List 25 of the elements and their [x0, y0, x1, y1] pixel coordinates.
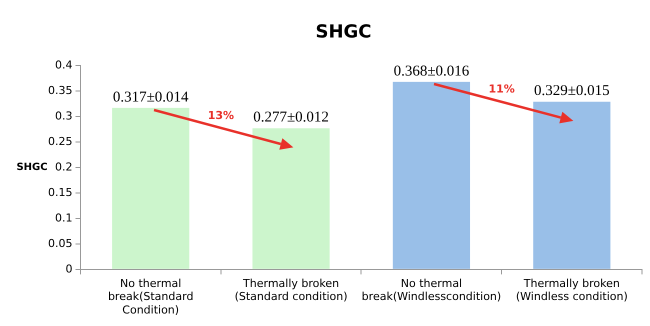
- data-label: 0.277±0.012: [253, 110, 329, 126]
- y-tick-label: 0.35: [48, 84, 72, 97]
- y-tick-label: 0.4: [54, 58, 72, 72]
- bar: [392, 82, 470, 269]
- bar: [252, 128, 330, 269]
- y-tick-label: 0.2: [54, 160, 72, 174]
- data-label: 0.329±0.015: [534, 83, 610, 100]
- y-axis-title: SHGC: [16, 162, 48, 174]
- annotation: 11%: [488, 82, 515, 96]
- bar: [533, 102, 610, 269]
- y-tick-label: 0.15: [48, 186, 72, 199]
- x-tick-label: No thermal break(Standard Condition): [108, 276, 194, 316]
- y-tick-label: 0: [65, 262, 72, 276]
- y-tick-label: 0.3: [54, 109, 72, 122]
- data-label: 0.368±0.016: [394, 63, 470, 80]
- x-tick-label: Thermally broken (Standard condition): [234, 276, 348, 304]
- bar: [112, 108, 190, 269]
- x-tick-label: Thermally broken (Windless condition): [516, 276, 628, 304]
- y-tick-label: 0.05: [48, 236, 72, 250]
- y-tick-label: 0.1: [54, 211, 72, 224]
- y-tick-label: 0.25: [48, 134, 72, 148]
- data-label: 0.317±0.014: [112, 89, 190, 106]
- annotation: 13%: [208, 108, 234, 122]
- x-tick-label: No thermal break(Windlesscondition): [362, 276, 502, 304]
- chart-title: SHGC: [315, 21, 372, 42]
